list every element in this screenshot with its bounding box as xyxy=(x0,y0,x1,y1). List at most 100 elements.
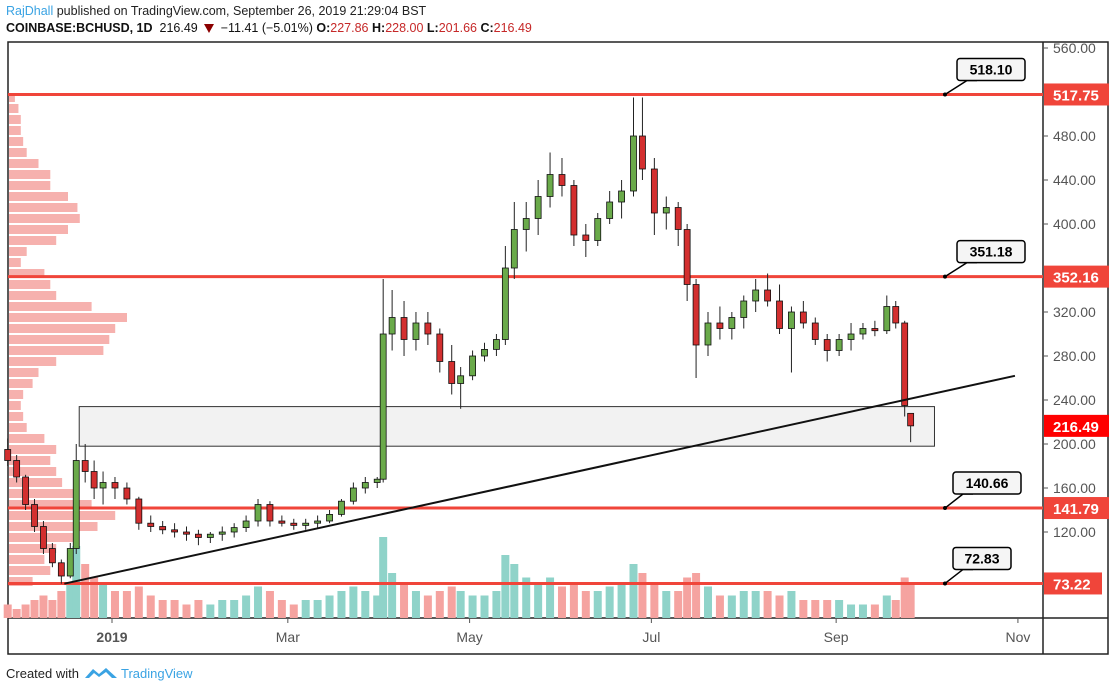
volume-bar xyxy=(847,604,856,618)
candle-body xyxy=(57,562,65,577)
volume-profile-bar xyxy=(9,390,24,399)
volume-profile-bar xyxy=(9,346,104,355)
candle-body xyxy=(230,527,238,533)
volume-bar xyxy=(662,591,671,618)
volume-bar xyxy=(218,600,227,618)
candle-body xyxy=(254,504,262,522)
volume-bar xyxy=(277,600,286,618)
volume-bar xyxy=(823,600,832,618)
volume-profile-bar xyxy=(9,214,80,223)
volume-profile-bar xyxy=(9,280,51,289)
volume-profile-bar xyxy=(9,225,68,234)
volume-bar xyxy=(456,591,465,618)
volume-profile-bar xyxy=(9,269,45,278)
x-tick-label: Jul xyxy=(642,629,660,645)
volume-bar xyxy=(388,573,397,618)
high-value: 228.00 xyxy=(385,21,424,35)
volume-bar xyxy=(254,586,263,618)
volume-bar xyxy=(230,600,239,618)
volume-bar xyxy=(242,595,251,618)
callout-anchor xyxy=(943,506,947,511)
callout-box xyxy=(956,239,1026,264)
volume-bar xyxy=(468,595,477,618)
candle-body xyxy=(195,533,202,538)
volume-profile-bar xyxy=(9,544,57,553)
candle-body xyxy=(436,333,444,362)
volume-bar xyxy=(739,591,748,618)
candle-body xyxy=(811,322,819,340)
footer: Created with TradingView xyxy=(6,665,193,681)
volume-bar xyxy=(593,591,602,618)
volume-profile-bar xyxy=(9,203,78,212)
volume-bar xyxy=(638,573,647,618)
y-tick-label: 240.00 xyxy=(1053,392,1096,408)
callout-box xyxy=(952,546,1012,571)
volume-bar xyxy=(57,591,66,618)
volume-profile-bar xyxy=(9,115,21,124)
volume-bar xyxy=(605,586,614,618)
chart-frame xyxy=(7,41,1109,655)
volume-profile-bar xyxy=(9,577,33,586)
author-link[interactable]: RajDhall xyxy=(6,4,54,18)
published-text: published on TradingView.com, September … xyxy=(56,4,427,18)
volume-profile-bar xyxy=(9,379,33,388)
candle-body xyxy=(424,322,432,335)
x-tick-label: May xyxy=(456,629,482,645)
candle-body xyxy=(606,201,614,219)
tradingview-brand[interactable]: TradingView xyxy=(120,665,193,681)
volume-bar xyxy=(99,582,108,618)
high-label: H: xyxy=(372,21,386,35)
volume-bar xyxy=(81,564,90,618)
candle-body xyxy=(776,300,783,329)
candle-body xyxy=(99,482,107,489)
callout-label: 140.66 xyxy=(966,475,1009,491)
volume-bar xyxy=(787,591,796,618)
level-price-badge xyxy=(1044,497,1109,520)
candle-body xyxy=(278,520,286,524)
candle-body xyxy=(704,322,712,346)
volume-profile-bar xyxy=(9,445,57,454)
candle-body xyxy=(13,460,21,478)
volume-bar xyxy=(170,600,179,618)
candle-body xyxy=(630,135,637,192)
volume-bar xyxy=(581,591,590,618)
candle-body xyxy=(892,306,900,324)
level-price-badge xyxy=(1044,83,1109,106)
volume-bar xyxy=(569,582,578,618)
candle-body xyxy=(883,306,891,332)
volume-bar xyxy=(900,577,909,618)
candle-body xyxy=(66,548,74,577)
volume-bar xyxy=(704,586,712,618)
volume-profile-bar xyxy=(9,236,57,245)
candle-body xyxy=(534,196,542,219)
volume-profile-bar xyxy=(9,456,51,465)
candle-body xyxy=(662,207,670,214)
volume-bar xyxy=(158,600,167,618)
volume-profile-bar xyxy=(9,148,27,157)
candle-body xyxy=(901,322,909,406)
volume-bar xyxy=(858,604,867,618)
candle-body xyxy=(522,218,530,230)
volume-bar xyxy=(400,582,409,618)
price-chart[interactable]: 560.00 480.00 440.00 400.00 320.00 280.00 240.… xyxy=(0,0,1113,660)
candle-body xyxy=(493,339,500,350)
volume-bar xyxy=(715,595,724,618)
y-tick-label: 120.00 xyxy=(1053,524,1096,540)
candle-body xyxy=(674,207,682,230)
volume-profile-bar xyxy=(9,181,51,190)
price-change: −11.41 (−5.01%) xyxy=(220,21,313,35)
symbol-legend: COINBASE:BCHUSD, 1D 216.49 −11.41 (−5.01… xyxy=(6,21,532,35)
volume-profile-bar xyxy=(9,192,68,201)
candle-body xyxy=(40,526,47,549)
volume-bar xyxy=(617,582,626,618)
candle-body xyxy=(788,311,795,329)
volume-bar xyxy=(379,537,388,618)
candle-body xyxy=(400,317,408,340)
candle-body xyxy=(469,355,476,377)
candle-body xyxy=(242,520,250,528)
volume-profile-bar xyxy=(9,313,127,322)
candle-body xyxy=(159,526,167,531)
candle-body xyxy=(111,482,119,489)
y-tick-label: 400.00 xyxy=(1053,216,1096,232)
volume-profile-bar xyxy=(9,291,57,300)
